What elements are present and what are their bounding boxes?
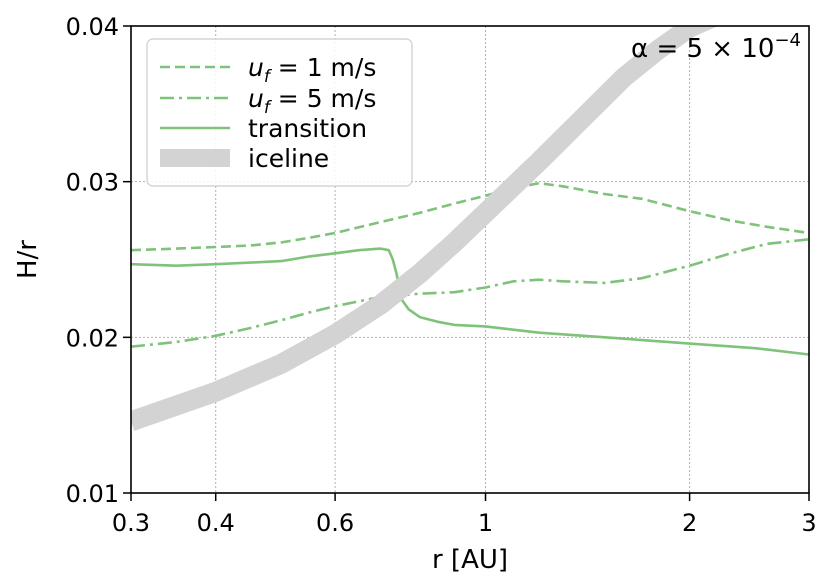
y-axis-label: H/r <box>13 240 43 279</box>
alpha-annotation-base: α = 5 × 10 <box>631 34 774 64</box>
x-tick-label: 1 <box>478 509 493 537</box>
axis-ticks: 0.3 0.4 0.6 1 2 3 0.01 0.02 0.03 0.04 <box>66 13 817 537</box>
x-tick-label: 0.6 <box>316 509 354 537</box>
legend-label: transition <box>248 114 367 143</box>
series-iceline <box>131 26 718 431</box>
y-tick-label: 0.02 <box>66 324 119 352</box>
x-tick-label: 3 <box>801 509 816 537</box>
series-transition <box>131 247 809 356</box>
plot-frame <box>130 25 810 494</box>
x-tick-label: 0.3 <box>112 509 150 537</box>
x-tick-label: 2 <box>682 509 697 537</box>
y-tick-label: 0.04 <box>66 13 119 41</box>
x-tick-label: 0.4 <box>197 509 235 537</box>
legend-label: uf = 5 m/s <box>248 84 376 118</box>
series-u-f-5-m-s <box>131 238 809 348</box>
legend-label: iceline <box>248 144 329 173</box>
y-tick-label: 0.01 <box>66 480 119 508</box>
series-u-f-1-m-s <box>131 181 809 252</box>
plot-series <box>131 26 809 431</box>
y-tick-label: 0.03 <box>66 169 119 197</box>
alpha-annotation: α = 5 × 10−4 <box>631 30 801 64</box>
x-axis-label: r [AU] <box>432 545 508 575</box>
alpha-annotation-exponent: −4 <box>774 30 801 51</box>
legend-label: uf = 1 m/s <box>248 53 376 87</box>
